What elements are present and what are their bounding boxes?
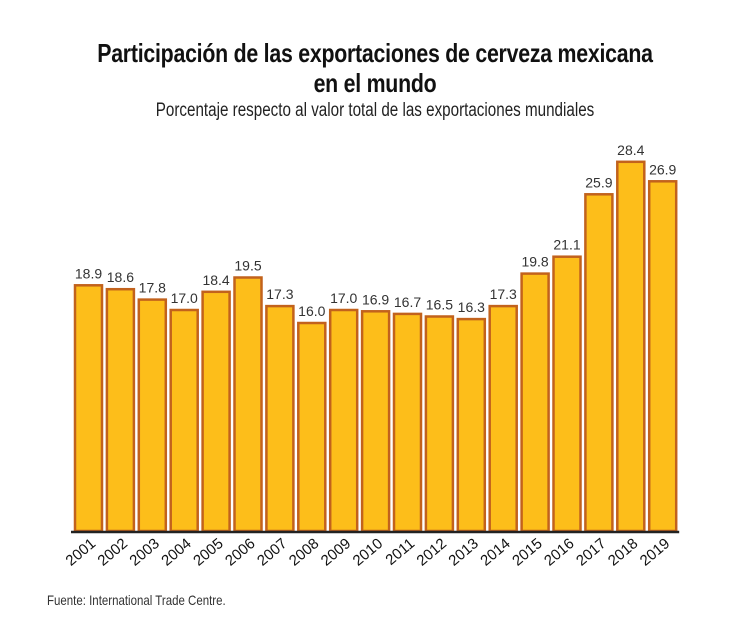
bar-2012: [424, 315, 455, 533]
bar-2001: [73, 284, 104, 533]
chart-source: Fuente: International Trade Centre.: [47, 592, 226, 608]
x-tick-label-2018: 2018: [605, 535, 641, 569]
data-label-2006: 19.5: [234, 258, 261, 274]
bar-2016: [552, 255, 582, 533]
data-label-2010: 16.9: [362, 291, 389, 307]
chart-subtitle: Porcentaje respecto al valor total de la…: [155, 100, 595, 121]
x-tick-label-2012: 2012: [413, 535, 449, 569]
bar-2004: [169, 308, 199, 533]
data-label-2009: 17.0: [330, 290, 357, 306]
data-label-2013: 16.3: [458, 299, 485, 315]
x-tick-label-2006: 2006: [222, 535, 258, 569]
data-label-2014: 17.3: [490, 286, 517, 302]
data-label-2004: 17.0: [171, 290, 198, 306]
bar-2010: [360, 310, 391, 533]
bar-2019: [647, 180, 678, 533]
bar-2003: [137, 298, 168, 533]
bar-2002: [105, 287, 136, 533]
bar-2005: [201, 290, 231, 533]
data-label-2011: 16.7: [394, 294, 421, 310]
bar-2014: [488, 304, 518, 533]
x-tick-label-2003: 2003: [126, 535, 162, 569]
data-label-2019: 26.9: [649, 161, 676, 177]
x-tick-label-2019: 2019: [637, 535, 673, 569]
x-tick-label-2015: 2015: [509, 535, 545, 569]
x-tick-label-2007: 2007: [254, 535, 290, 569]
x-tick-label-2001: 2001: [63, 535, 99, 569]
x-tick-label-2011: 2011: [382, 535, 418, 569]
data-label-2012: 16.5: [426, 297, 453, 313]
data-label-2001: 18.9: [75, 265, 102, 281]
data-label-2016: 21.1: [553, 237, 580, 253]
data-label-2015: 19.8: [521, 254, 548, 270]
bar-2017: [584, 193, 614, 533]
x-tick-label-2013: 2013: [445, 535, 481, 569]
bar-2008: [297, 321, 327, 533]
data-label-2002: 18.6: [107, 269, 134, 285]
bar-2006: [233, 276, 263, 533]
x-tick-label-2016: 2016: [541, 535, 577, 569]
data-label-2008: 16.0: [298, 303, 325, 319]
bar-2013: [456, 317, 487, 533]
bar-2011: [392, 312, 423, 533]
x-tick-label-2014: 2014: [477, 535, 513, 569]
data-label-2018: 28.4: [617, 142, 644, 158]
bar-2009: [328, 308, 359, 533]
bar-2015: [520, 272, 550, 533]
data-label-2003: 17.8: [139, 280, 166, 296]
x-tick-label-2005: 2005: [190, 535, 226, 569]
x-tick-label-2017: 2017: [573, 535, 609, 569]
x-tick-label-2004: 2004: [158, 535, 194, 569]
bar-2007: [265, 304, 295, 533]
data-label-2007: 17.3: [266, 286, 293, 302]
data-label-2017: 25.9: [585, 174, 612, 190]
chart-title-line1: Participación de las exportaciones de ce…: [97, 38, 653, 68]
bar-2018: [616, 160, 646, 533]
x-tick-label-2002: 2002: [94, 535, 130, 569]
x-tick-label-2010: 2010: [350, 535, 386, 569]
x-tick-label-2008: 2008: [286, 535, 322, 569]
chart-title-line2: en el mundo: [313, 68, 437, 98]
x-tick-label-2009: 2009: [318, 535, 354, 569]
data-label-2005: 18.4: [202, 272, 229, 288]
